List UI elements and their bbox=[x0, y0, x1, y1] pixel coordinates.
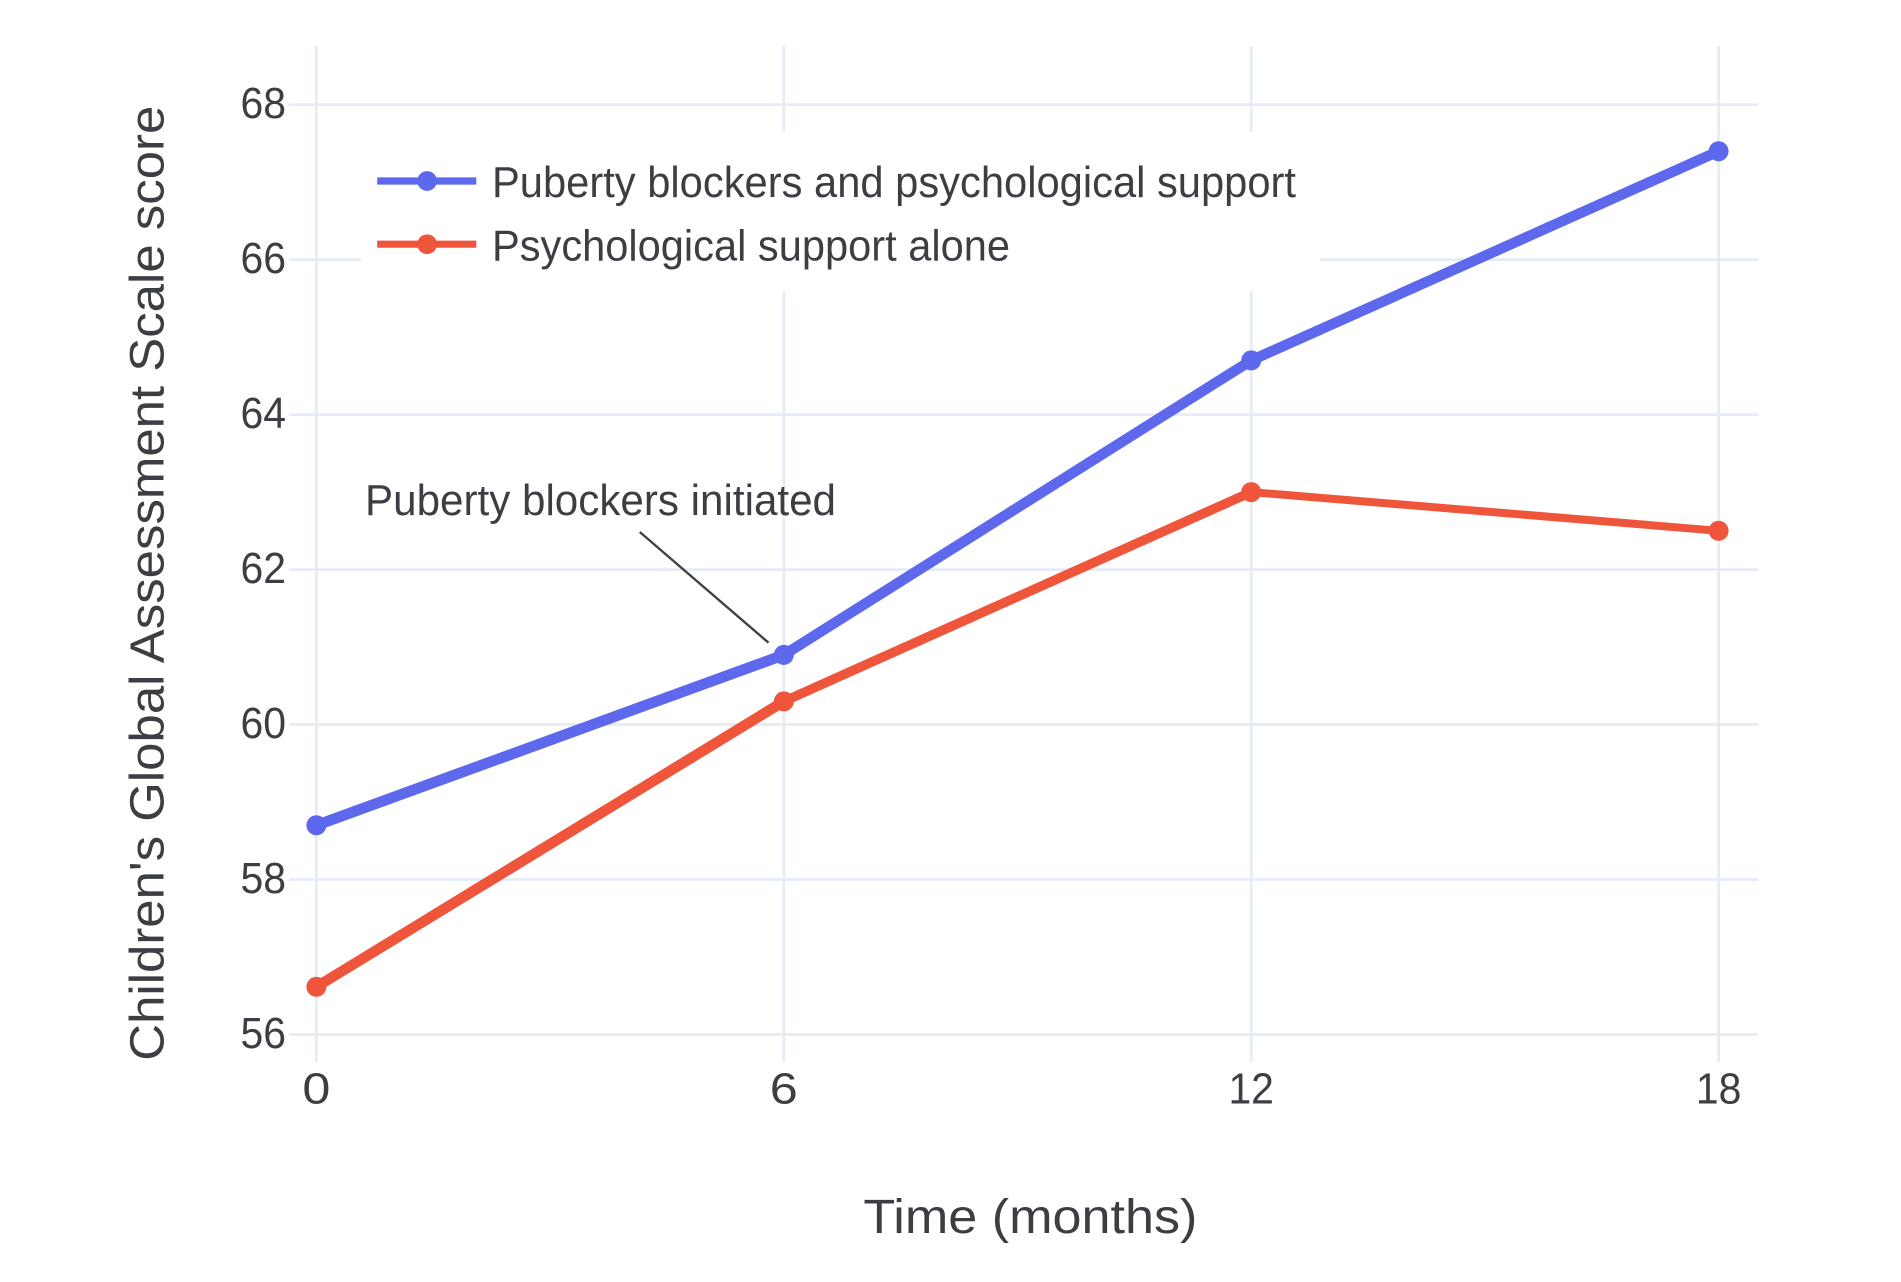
svg-text:Children's Global Assessment S: Children's Global Assessment Scale score bbox=[122, 106, 175, 1061]
svg-text:62: 62 bbox=[241, 544, 287, 593]
svg-text:58: 58 bbox=[241, 854, 287, 903]
svg-text:66: 66 bbox=[241, 234, 287, 283]
svg-text:0: 0 bbox=[302, 1064, 330, 1113]
svg-text:60: 60 bbox=[241, 699, 287, 748]
svg-text:56: 56 bbox=[241, 1009, 287, 1058]
svg-text:18: 18 bbox=[1696, 1064, 1742, 1113]
svg-text:64: 64 bbox=[241, 389, 287, 438]
svg-text:6: 6 bbox=[770, 1064, 798, 1113]
svg-text:Puberty blockers initiated: Puberty blockers initiated bbox=[365, 476, 836, 525]
svg-text:68: 68 bbox=[241, 79, 287, 128]
svg-text:Time (months): Time (months) bbox=[863, 1191, 1197, 1244]
svg-text:Psychological support alone: Psychological support alone bbox=[492, 221, 1010, 270]
svg-text:Puberty blockers and psycholog: Puberty blockers and psychological suppo… bbox=[492, 158, 1296, 207]
svg-text:12: 12 bbox=[1228, 1064, 1274, 1113]
